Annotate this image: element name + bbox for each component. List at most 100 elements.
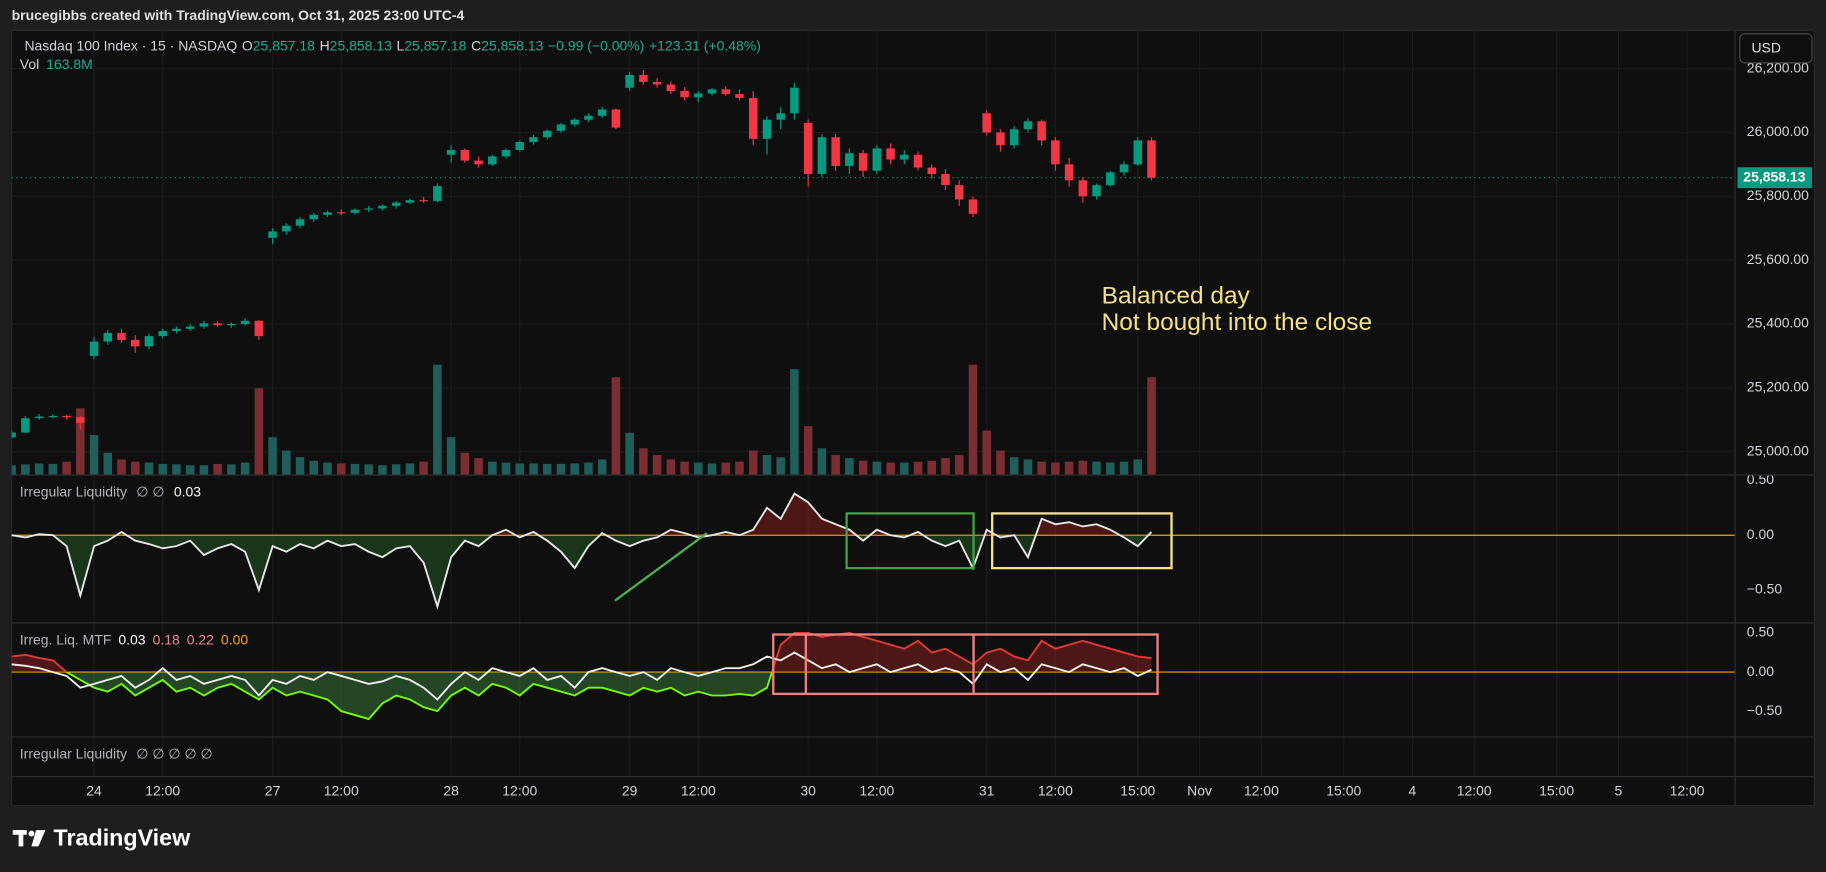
legend-item: Vol — [20, 56, 39, 72]
candle-body — [529, 137, 538, 143]
volume-bar — [803, 426, 813, 476]
candle-body — [350, 209, 360, 213]
volume-bar — [130, 461, 140, 476]
volume-bar — [501, 462, 511, 476]
pane-legend: Irregular Liquidity ∅ ∅ ∅ ∅ ∅ — [20, 745, 213, 761]
candle-body — [282, 225, 291, 232]
candle-body — [584, 115, 593, 120]
volume-bar — [1009, 457, 1019, 476]
candle-body — [446, 149, 456, 155]
currency-label[interactable]: USD — [1751, 40, 1781, 56]
volume-bar — [625, 432, 634, 476]
y-tick-label: 0.00 — [1747, 663, 1774, 679]
indicator-line — [11, 632, 1152, 673]
volume-bar — [707, 463, 717, 476]
x-tick-label: 24 — [86, 782, 102, 798]
x-tick-label: 30 — [800, 782, 816, 798]
volume-bar — [570, 463, 579, 476]
pane-title: Irregular Liquidity — [20, 483, 127, 499]
x-tick-label: 12:00 — [681, 782, 716, 798]
candle-body — [803, 122, 813, 174]
x-tick-label: 12:00 — [1244, 782, 1279, 798]
volume-bar — [790, 369, 799, 476]
candle-body — [625, 74, 634, 88]
volume-bar — [1037, 461, 1046, 476]
volume-bar — [378, 465, 387, 476]
pane-readout: 0.00 — [221, 631, 248, 647]
candle-body — [694, 93, 703, 98]
candle-body — [405, 200, 415, 203]
y-tick-label: 0.50 — [1747, 471, 1774, 487]
volume-bar — [735, 461, 744, 476]
legend-row: Nasdaq 100 Index · 15 · NASDAQ O25,857.18… — [24, 37, 760, 53]
candle-body — [996, 132, 1005, 146]
x-tick-label: 12:00 — [324, 782, 359, 798]
candle-body — [62, 415, 71, 418]
candle-body — [144, 336, 154, 347]
volume-bar — [199, 465, 209, 476]
currency-button[interactable] — [1739, 33, 1813, 64]
candle-body — [34, 416, 44, 419]
y-tick-label: 25,000.00 — [1747, 442, 1809, 458]
x-tick-label: 15:00 — [1120, 782, 1155, 798]
volume-bar — [268, 437, 277, 476]
y-tick-label: 25,200.00 — [1747, 379, 1809, 395]
candle-body — [776, 113, 785, 120]
volume-bar — [419, 461, 428, 476]
candle-body — [488, 156, 497, 165]
logo-shape — [28, 830, 35, 837]
volume-bar — [680, 461, 689, 476]
box — [991, 512, 1173, 570]
y-tick-label: −0.50 — [1747, 581, 1783, 597]
volume-bar — [1023, 459, 1033, 476]
candle-body — [130, 339, 140, 347]
volume-bar — [845, 458, 854, 476]
annotation: Not bought into the close — [1102, 309, 1372, 336]
volume-bar — [460, 452, 470, 476]
x-tick-label: Nov — [1187, 782, 1212, 798]
last-price-label: 25,858.13 — [1743, 168, 1805, 184]
x-tick-label: 27 — [265, 782, 281, 798]
pane-readout: 0.03 — [118, 631, 145, 647]
volume-bar — [954, 454, 964, 476]
candle-body — [391, 202, 401, 206]
candle-body — [1009, 129, 1019, 146]
volume-bar — [817, 448, 827, 476]
candle-body — [1147, 140, 1156, 178]
candle-body — [336, 212, 346, 214]
pane-readout: 0.18 — [153, 631, 180, 647]
pane-title: Irreg. Liq. MTF — [20, 631, 112, 647]
legend-value: 25,857.18 — [253, 37, 315, 53]
legend-item: O — [242, 37, 253, 53]
volume-bar — [694, 462, 703, 476]
candle-body — [199, 323, 209, 327]
volume-bar — [611, 377, 621, 476]
candle-body — [378, 205, 387, 209]
box — [845, 512, 975, 570]
candle-body — [21, 418, 30, 433]
indicator-line — [65, 672, 773, 721]
candle-body — [89, 341, 99, 356]
volume-bar — [295, 457, 305, 476]
volume-bar — [762, 454, 772, 476]
volume-bar — [158, 463, 167, 476]
candle-body — [817, 137, 827, 174]
candle-body — [845, 153, 854, 166]
candle-body — [982, 113, 991, 133]
volume-bar — [213, 463, 222, 476]
candle-body — [913, 154, 923, 168]
volume-bar — [748, 450, 758, 476]
volume-bar — [872, 461, 882, 476]
volume-bar — [913, 461, 923, 476]
volume-bar — [886, 462, 895, 476]
candle-body — [927, 167, 937, 174]
indicator-line — [11, 651, 1152, 701]
volume-bar — [336, 463, 346, 476]
volume-bar — [21, 464, 30, 476]
candle-body — [831, 137, 840, 166]
volume-bar — [652, 454, 662, 476]
candle-body — [158, 331, 167, 337]
candle-body — [1037, 121, 1046, 141]
candle-body — [364, 208, 373, 210]
